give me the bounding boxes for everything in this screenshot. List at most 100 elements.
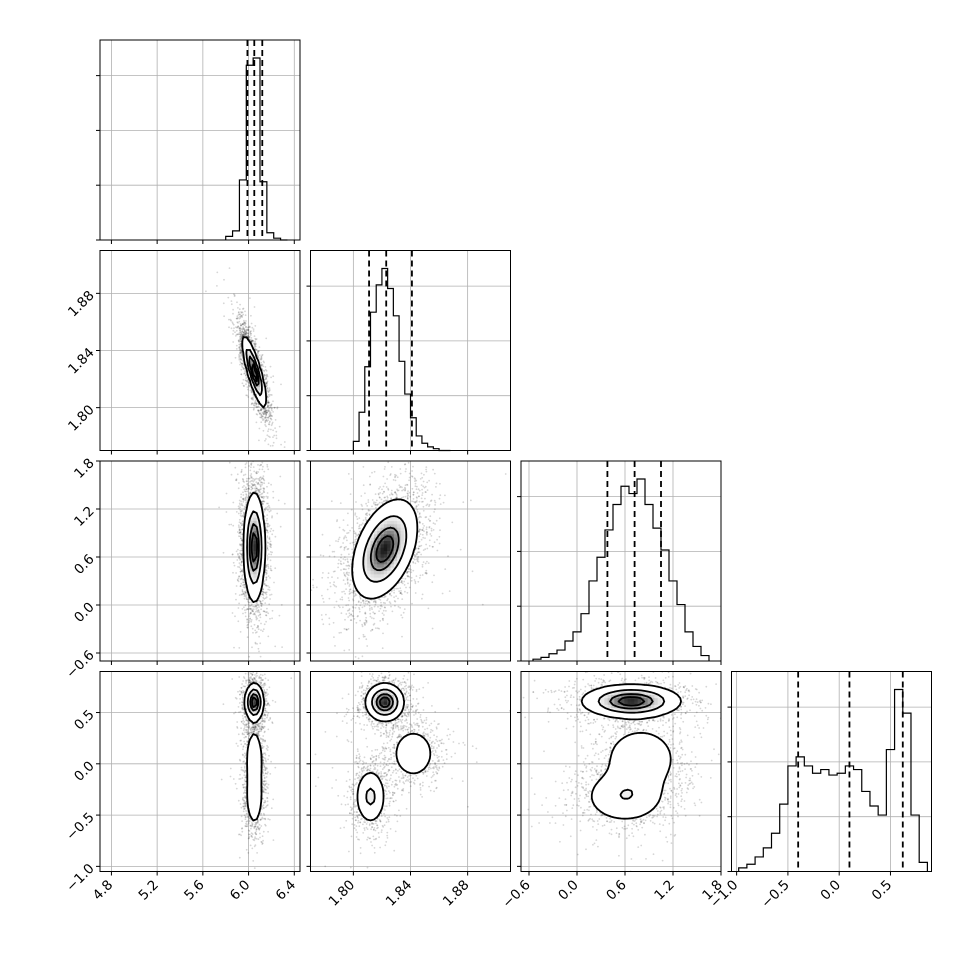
sample-point	[249, 618, 252, 620]
sample-point	[254, 485, 257, 488]
density-cell	[246, 370, 251, 375]
sample-point	[269, 404, 272, 407]
sample-point	[262, 429, 265, 432]
sample-point	[279, 475, 282, 478]
sample-point	[263, 411, 265, 414]
sample-point	[250, 332, 252, 335]
sample-point	[250, 604, 253, 607]
sample-point	[267, 428, 270, 431]
sample-point	[269, 414, 272, 416]
sample-point	[247, 326, 250, 329]
sample-point	[238, 341, 241, 343]
sample-point	[267, 419, 270, 421]
sample-point	[266, 497, 269, 499]
sample-point	[251, 391, 253, 393]
sample-point	[254, 490, 257, 493]
sample-point	[238, 521, 241, 524]
sample-point	[260, 495, 262, 498]
sample-point	[228, 267, 231, 269]
sample-point	[248, 336, 251, 338]
sample-point	[238, 482, 240, 484]
sample-point	[251, 398, 253, 401]
sample-point	[268, 407, 271, 409]
sample-point	[265, 591, 268, 594]
sample-point	[239, 327, 242, 329]
sample-point	[267, 410, 270, 413]
y-tick-label: 1.80	[65, 402, 98, 435]
sample-point	[264, 409, 267, 412]
sample-point	[251, 340, 254, 342]
sample-point	[251, 610, 254, 612]
sample-point	[260, 602, 263, 605]
sample-point	[260, 416, 262, 419]
sample-point	[235, 329, 238, 332]
sample-point	[243, 327, 246, 330]
sample-point	[246, 386, 249, 388]
x-tick-label: 0.0	[818, 877, 845, 904]
sample-point	[265, 337, 268, 340]
sample-point	[264, 407, 267, 410]
sample-point	[244, 322, 247, 324]
sample-point	[240, 362, 243, 365]
sample-point	[246, 624, 249, 627]
density-panel-p1-p3: −0.60.00.61.21.8	[63, 455, 301, 682]
sample-point	[245, 374, 247, 376]
sample-point	[250, 340, 253, 343]
sample-point	[265, 425, 267, 428]
sample-point	[280, 383, 282, 386]
sample-point	[266, 530, 269, 532]
density-cell	[253, 390, 258, 395]
sample-point	[238, 327, 241, 330]
sample-point	[241, 364, 243, 367]
sample-point	[264, 592, 267, 595]
sample-point	[266, 434, 269, 437]
sample-point	[252, 613, 255, 616]
sample-point	[265, 382, 267, 385]
sample-point	[269, 414, 272, 416]
sample-point	[257, 483, 260, 486]
sample-point	[268, 395, 271, 397]
sample-point	[268, 510, 271, 513]
sample-point	[244, 490, 247, 493]
density-cell	[260, 393, 264, 398]
sample-point	[246, 388, 249, 391]
sample-point	[257, 356, 260, 358]
sample-point	[266, 465, 269, 468]
sample-point	[267, 423, 270, 426]
density-contour	[251, 363, 258, 383]
sample-point	[248, 325, 251, 328]
sample-point	[245, 325, 247, 328]
sample-point	[228, 461, 231, 464]
density-cell	[260, 377, 264, 381]
sample-point	[269, 530, 272, 533]
sample-point	[238, 333, 240, 335]
sample-point	[240, 470, 243, 473]
panel-frame	[99, 39, 301, 241]
sample-point	[230, 319, 233, 322]
sample-point	[251, 646, 253, 649]
sample-point	[235, 478, 238, 481]
sample-point	[266, 399, 269, 401]
density-cell	[243, 350, 248, 355]
sample-point	[267, 482, 270, 485]
sample-point	[240, 340, 242, 343]
sample-point	[245, 596, 248, 599]
sample-point	[248, 488, 251, 490]
sample-point	[257, 604, 259, 607]
sample-point	[254, 484, 257, 486]
sample-point	[265, 579, 268, 581]
sample-point	[254, 345, 256, 348]
panel-frame	[731, 671, 932, 872]
sample-point	[242, 331, 244, 333]
sample-point	[253, 623, 256, 626]
sample-point	[239, 361, 242, 363]
sample-point	[247, 396, 250, 398]
sample-point	[233, 564, 236, 567]
sample-point	[252, 484, 255, 486]
sample-point	[247, 336, 250, 339]
sample-point	[250, 607, 252, 610]
sample-point	[265, 620, 267, 623]
sample-point	[245, 379, 248, 382]
sample-point	[262, 477, 265, 480]
sample-point	[253, 405, 256, 407]
